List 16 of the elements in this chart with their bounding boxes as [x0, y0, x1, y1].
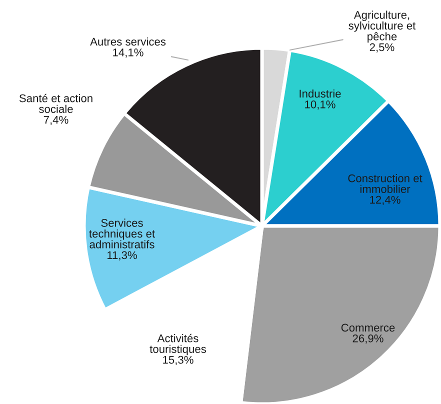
slice-label: Commerce — [341, 324, 395, 332]
slice-label: Autres services — [90, 37, 166, 46]
slice-label: Activités touristiques — [150, 334, 206, 356]
data-label: 7,4% — [44, 116, 68, 126]
data-label: 26,9% — [352, 334, 384, 344]
slice-label: Construction et immobilier — [348, 174, 422, 193]
slice-label: Agriculture, sylviculture et pêche — [348, 10, 416, 43]
data-label: 10,1% — [305, 100, 336, 110]
data-label: 15,3% — [163, 356, 194, 366]
data-label: 14,1% — [113, 48, 144, 58]
data-label: 2,5% — [370, 43, 394, 52]
slice-label: Industrie — [300, 89, 341, 98]
data-label: 12,4% — [370, 196, 400, 206]
data-label: 11,3% — [108, 251, 137, 260]
slice-label: Santé et action sociale — [19, 94, 92, 113]
slice-label: Services techniques et administratifs — [89, 218, 155, 248]
